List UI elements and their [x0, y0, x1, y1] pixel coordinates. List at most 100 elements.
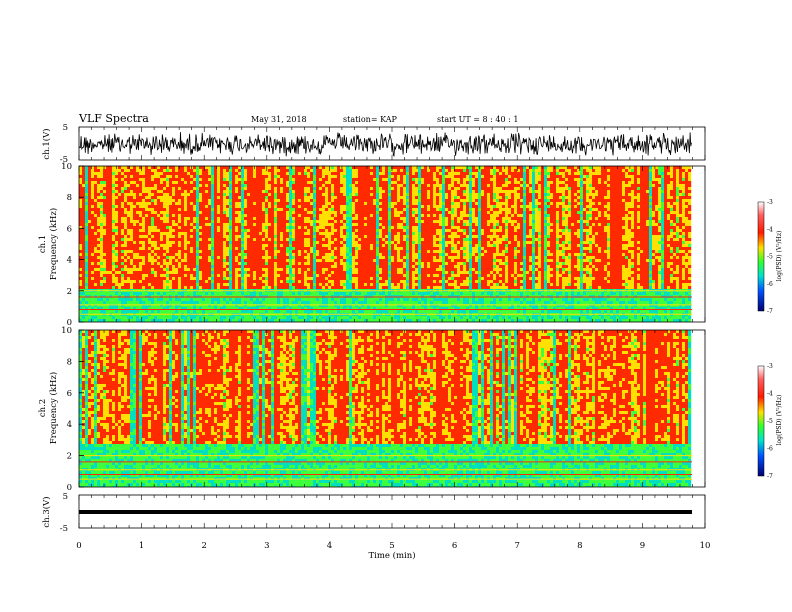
ch1-spectrogram-cell: [247, 208, 250, 211]
ch1-spectrogram-cell: [319, 238, 322, 241]
ch1-spectrogram-cell: [130, 256, 133, 259]
ch1-spectrogram-cell: [103, 310, 106, 313]
ch1-spectrogram-cell: [328, 223, 331, 226]
ch1-spectrogram-cell: [148, 241, 151, 244]
ch1-spectrogram-cell: [112, 241, 115, 244]
ch1-spectrogram-cell: [364, 256, 367, 259]
ch1-spectrogram-cell: [208, 217, 211, 220]
ch1-spectrogram-cell: [259, 259, 262, 262]
ch1-spectrogram-cell: [295, 211, 298, 214]
ch1-spectrogram-cell: [337, 271, 340, 274]
ch1-spectrogram-cell: [202, 184, 205, 187]
ch1-spectrogram-cell: [202, 286, 205, 289]
ch1-spectrogram-cell: [253, 184, 256, 187]
ch1-spectrogram-cell: [121, 205, 124, 208]
ch1-spectrogram-cell: [349, 244, 352, 247]
ch1-spectrogram-cell: [97, 196, 100, 199]
ch1-spectrogram-cell: [286, 217, 289, 220]
ch1-spectrogram-cell: [241, 241, 244, 244]
ch1-spectrogram-cell: [358, 229, 361, 232]
ch1-spectrogram-cell: [91, 232, 94, 235]
ch1-spectrogram-cell: [106, 202, 109, 205]
ch1-spectrogram-cell: [214, 214, 217, 217]
ch1-spectrogram-cell: [175, 262, 178, 265]
ch1-spectrogram-cell: [148, 184, 151, 187]
ch1-spectrogram-cell: [112, 172, 115, 175]
ch1-spectrogram-cell: [133, 292, 136, 295]
ch1-spectrogram-cell: [232, 280, 235, 283]
ch1-spectrogram-cell: [118, 184, 121, 187]
ch1-spectrogram-cell: [247, 256, 250, 259]
ch1-spectrogram-cell: [250, 301, 253, 304]
ch1-spectrogram-cell: [100, 265, 103, 268]
ch1-spectrogram-cell: [103, 220, 106, 223]
ch1-spectrogram-cell: [151, 256, 154, 259]
ch1-spectrogram-cell: [337, 310, 340, 313]
ch1-spectrogram-cell: [274, 166, 277, 169]
ch1-spectrogram-cell: [208, 208, 211, 211]
ch1-spectrogram-cell: [358, 241, 361, 244]
ch1-spectrogram-cell: [247, 202, 250, 205]
ch1-spectrogram-cell: [109, 238, 112, 241]
ch1-spectrogram-cell: [82, 247, 85, 250]
ch1-spectrogram-cell: [172, 238, 175, 241]
ch1-spectrogram-cell: [241, 265, 244, 268]
ch1-spectrogram-cell: [85, 208, 88, 211]
ch1-spectrogram-cell: [190, 238, 193, 241]
ch1-spectrogram-cell: [337, 280, 340, 283]
ch1-spectrogram-cell: [232, 205, 235, 208]
ch1-spectrogram-cell: [169, 298, 172, 301]
ch1-spectrogram-cell: [220, 268, 223, 271]
ch1-spectrogram-cell: [112, 292, 115, 295]
ch1-spectrogram-cell: [295, 271, 298, 274]
ch1-spectrogram-cell: [337, 190, 340, 193]
ch1-spectrogram-cell: [274, 238, 277, 241]
ch1-spectrogram-cell: [196, 271, 199, 274]
ch1-spectrogram-cell: [88, 259, 91, 262]
ch1-spectrogram-cell: [292, 232, 295, 235]
ch1-spectrogram-cell: [283, 169, 286, 172]
ch1-spectrogram-cell: [130, 280, 133, 283]
ch1-spectrogram-cell: [253, 277, 256, 280]
ch1-spectrogram-cell: [337, 283, 340, 286]
ch1-spectrogram-cell: [319, 244, 322, 247]
ch1-spectrogram-cell: [151, 169, 154, 172]
ch1-spectrogram-cell: [358, 223, 361, 226]
ch1-spectrogram-cell: [307, 169, 310, 172]
ch1-spectrogram-cell: [106, 310, 109, 313]
ch1-waveform-panel: 5 -5 ch.1(V): [41, 123, 705, 165]
ch1-spectrogram-cell: [289, 286, 292, 289]
ch1-spectrogram-cell: [220, 166, 223, 169]
ch1-spectrogram-cell: [232, 316, 235, 319]
ch1-spectrogram-cell: [361, 199, 364, 202]
ch1-spectrogram-cell: [130, 310, 133, 313]
ch1-spectrogram-cell: [298, 196, 301, 199]
ch1-spectrogram-cell: [208, 184, 211, 187]
ch1-spectrogram-cell: [229, 301, 232, 304]
ch1-spectrogram-cell: [154, 316, 157, 319]
ch1-spectrogram-cell: [304, 247, 307, 250]
ch1-spectrogram-cell: [154, 217, 157, 220]
ch1-spectrogram-cell: [166, 190, 169, 193]
ch1-spectrogram-cell: [148, 301, 151, 304]
ch1-spectrogram-cell: [358, 301, 361, 304]
ch1-spectrogram-cell: [79, 190, 82, 193]
ch1-spectrogram-cell: [262, 247, 265, 250]
ch1-spectrogram-cell: [145, 169, 148, 172]
ch1-spectrogram-cell: [133, 310, 136, 313]
ch1-spectrogram-cell: [238, 271, 241, 274]
ch1-spectrogram-cell: [241, 253, 244, 256]
ch1-spectrogram-cell: [322, 250, 325, 253]
ch1-spectrogram-cell: [349, 181, 352, 184]
ch1-spectrogram-cell: [265, 259, 268, 262]
ch1-spectrogram-cell: [298, 184, 301, 187]
ch1-spectrogram-cell: [223, 181, 226, 184]
ch1-spectrogram-cell: [250, 250, 253, 253]
ch1-spectrogram-cell: [304, 184, 307, 187]
ch1-spectrogram-cell: [196, 223, 199, 226]
ch1-spectrogram-cell: [280, 253, 283, 256]
ch1-spectrogram-cell: [214, 226, 217, 229]
ch1-spectrogram-cell: [94, 319, 97, 322]
ch1-spectrogram-cell: [91, 181, 94, 184]
ch1-spectrogram-cell: [364, 280, 367, 283]
